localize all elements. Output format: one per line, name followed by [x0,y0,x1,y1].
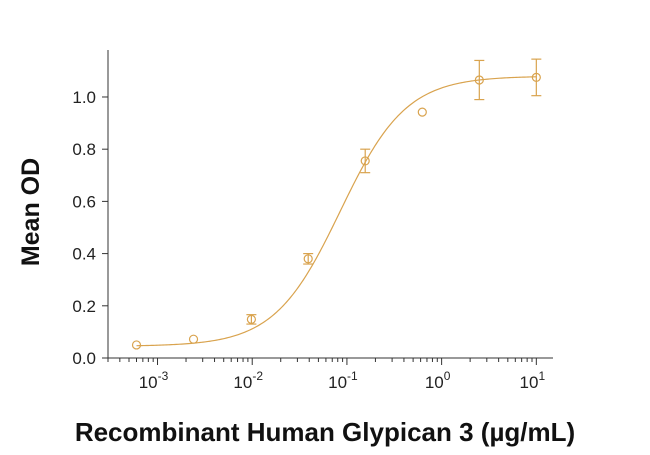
data-point [303,254,313,264]
x-tick-label: 100 [425,369,451,392]
data-point [474,75,484,85]
data-point [531,72,541,83]
data-point [360,156,370,166]
y-tick-label: 0.4 [72,245,96,264]
y-axis-label: Mean OD [17,158,45,266]
fit-curve [136,76,537,347]
data-point [131,340,142,350]
y-tick-label: 1.0 [72,88,96,107]
y-axis-ticks: 0.0 0.2 0.4 0.6 0.8 1.0 [72,88,108,368]
x-tick-label: 101 [520,369,546,392]
x-tick-label: 10-3 [139,369,169,392]
x-tick-label: 10-1 [328,369,358,392]
data-point [188,334,199,344]
data-point [246,314,256,324]
y-tick-label: 0.0 [72,349,96,368]
x-tick-label: 10-2 [233,369,263,392]
x-axis-ticks: 10-3 10-2 10-1 100 101 [107,358,546,392]
data-point [417,107,427,117]
x-axis-label: Recombinant Human Glypican 3 (µg/mL) [75,417,575,447]
y-tick-label: 0.6 [72,192,96,211]
y-tick-label: 0.2 [72,297,96,316]
data-points [131,58,542,350]
y-tick-label: 0.8 [72,140,96,159]
